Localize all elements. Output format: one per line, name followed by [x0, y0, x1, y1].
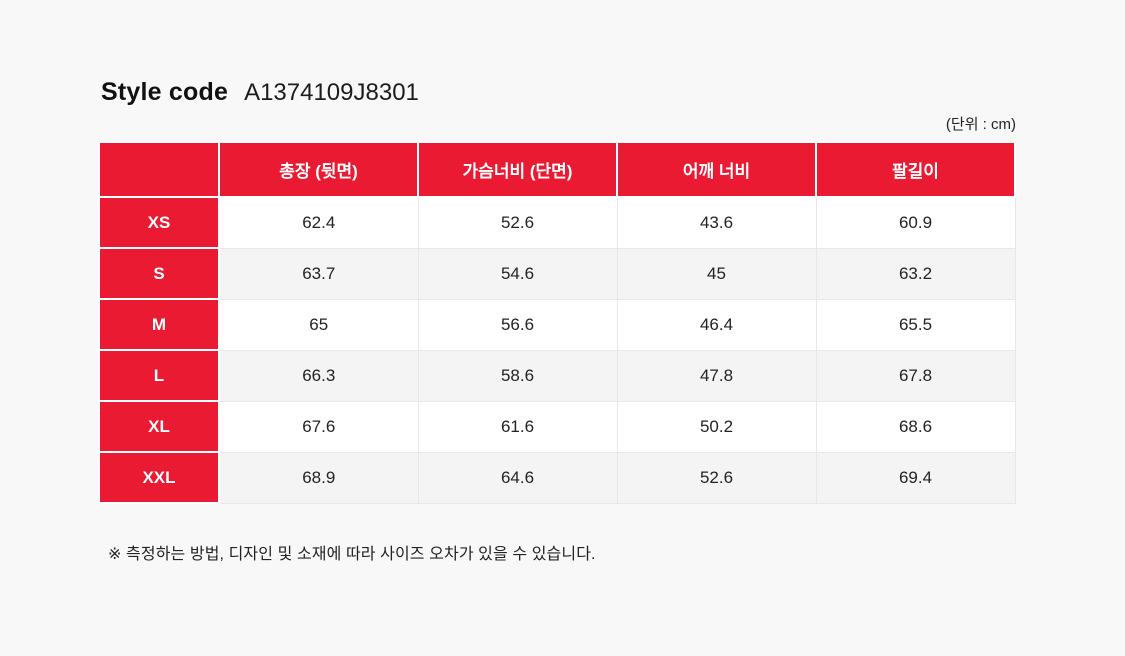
- size-guide-panel: Style code A1374109J8301 (단위 : cm) 총장 (뒷…: [98, 78, 1016, 563]
- value-cell: 43.6: [616, 196, 817, 249]
- size-label-cell: M: [98, 298, 220, 351]
- value-cell: 47.8: [616, 349, 817, 402]
- value-cell: 67.6: [218, 400, 419, 453]
- corner-cell: [98, 141, 220, 198]
- value-cell: 63.2: [815, 247, 1016, 300]
- column-header-sleeve-length: 팔길이: [815, 141, 1016, 198]
- table-header-row: 총장 (뒷면) 가슴너비 (단면) 어깨 너비 팔길이: [98, 141, 1016, 198]
- value-cell: 45: [616, 247, 817, 300]
- value-cell: 52.6: [417, 196, 618, 249]
- value-cell: 67.8: [815, 349, 1016, 402]
- column-header-total-length: 총장 (뒷면): [218, 141, 419, 198]
- table-row-xxl: XXL 68.9 64.6 52.6 69.4: [98, 451, 1016, 504]
- style-code-value: A1374109J8301: [244, 79, 419, 106]
- value-cell: 64.6: [417, 451, 618, 504]
- value-cell: 56.6: [417, 298, 618, 351]
- size-label-cell: L: [98, 349, 220, 402]
- value-cell: 68.9: [218, 451, 419, 504]
- size-label-cell: S: [98, 247, 220, 300]
- value-cell: 69.4: [815, 451, 1016, 504]
- value-cell: 50.2: [616, 400, 817, 453]
- size-disclaimer-note: ※ 측정하는 방법, 디자인 및 소재에 따라 사이즈 오차가 있을 수 있습니…: [108, 546, 596, 563]
- unit-label: (단위 : cm): [945, 116, 1016, 133]
- value-cell: 52.6: [616, 451, 817, 504]
- column-header-chest-width: 가슴너비 (단면): [417, 141, 618, 198]
- size-label-cell: XS: [98, 196, 220, 249]
- table-row-l: L 66.3 58.6 47.8 67.8: [98, 349, 1016, 402]
- value-cell: 68.6: [815, 400, 1016, 453]
- size-label-cell: XL: [98, 400, 220, 453]
- table-row-s: S 63.7 54.6 45 63.2: [98, 247, 1016, 300]
- value-cell: 54.6: [417, 247, 618, 300]
- table-row-xl: XL 67.6 61.6 50.2 68.6: [98, 400, 1016, 453]
- table-row-xs: XS 62.4 52.6 43.6 60.9: [98, 196, 1016, 249]
- value-cell: 66.3: [218, 349, 419, 402]
- size-table: 총장 (뒷면) 가슴너비 (단면) 어깨 너비 팔길이 XS 62.4 52.6…: [98, 141, 1016, 504]
- title-row: Style code A1374109J8301: [98, 78, 1016, 107]
- column-header-shoulder-width: 어깨 너비: [616, 141, 817, 198]
- value-cell: 60.9: [815, 196, 1016, 249]
- value-cell: 65: [218, 298, 419, 351]
- table-row-m: M 65 56.6 46.4 65.5: [98, 298, 1016, 351]
- value-cell: 62.4: [218, 196, 419, 249]
- value-cell: 46.4: [616, 298, 817, 351]
- page-title: Style code: [101, 78, 229, 106]
- value-cell: 65.5: [815, 298, 1016, 351]
- value-cell: 63.7: [218, 247, 419, 300]
- value-cell: 61.6: [417, 400, 618, 453]
- value-cell: 58.6: [417, 349, 618, 402]
- size-label-cell: XXL: [98, 451, 220, 504]
